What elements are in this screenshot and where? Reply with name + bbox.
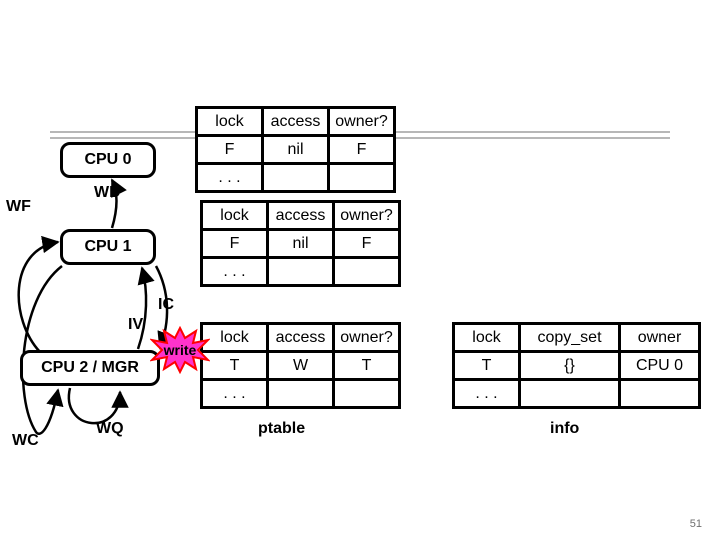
arrow-iv xyxy=(138,268,146,349)
it-c1: {} xyxy=(520,352,620,380)
ptable-cpu0: lock access owner? F nil F . . . xyxy=(195,106,396,193)
it-ellipsis: . . . xyxy=(454,380,520,408)
pt0-h2: owner? xyxy=(329,108,395,136)
pt1-c2: F xyxy=(334,230,400,258)
pt2-c2: T xyxy=(334,352,400,380)
cpu2-label: CPU 2 / MGR xyxy=(41,359,139,377)
pt2-h2: owner? xyxy=(334,324,400,352)
info-table: lock copy_set owner T {} CPU 0 . . . xyxy=(452,322,701,409)
label-iv: IV xyxy=(128,316,143,334)
pt0-c0: F xyxy=(197,136,263,164)
pt1-ellipsis: . . . xyxy=(202,258,268,286)
pt2-h0: lock xyxy=(202,324,268,352)
write-burst: write xyxy=(150,326,210,374)
label-wq: WQ xyxy=(96,420,124,438)
info-label: info xyxy=(550,420,579,438)
ptable-cpu2: lock access owner? T W T . . . xyxy=(200,322,401,409)
label-wf: WF xyxy=(6,198,31,216)
arrow-wf xyxy=(19,242,58,352)
cpu2-node: CPU 2 / MGR xyxy=(20,350,160,386)
it-h1: copy_set xyxy=(520,324,620,352)
pt0-c2: F xyxy=(329,136,395,164)
cpu0-node: CPU 0 xyxy=(60,142,156,178)
pt2-c0: T xyxy=(202,352,268,380)
cpu1-node: CPU 1 xyxy=(60,229,156,265)
it-c0: T xyxy=(454,352,520,380)
pt2-ellipsis: . . . xyxy=(202,380,268,408)
pt2-h1: access xyxy=(268,324,334,352)
it-h0: lock xyxy=(454,324,520,352)
it-h2: owner xyxy=(620,324,700,352)
ptable-cpu1: lock access owner? F nil F . . . xyxy=(200,200,401,287)
slide-number: 51 xyxy=(690,518,702,530)
it-c2: CPU 0 xyxy=(620,352,700,380)
pt0-c1: nil xyxy=(263,136,329,164)
pt1-c1: nil xyxy=(268,230,334,258)
write-burst-text: write xyxy=(150,326,210,374)
label-wc: WC xyxy=(12,432,39,450)
cpu0-label: CPU 0 xyxy=(84,151,131,169)
pt1-c0: F xyxy=(202,230,268,258)
pt2-c1: W xyxy=(268,352,334,380)
pt0-h0: lock xyxy=(197,108,263,136)
label-ic: IC xyxy=(158,296,174,314)
ptable-label: ptable xyxy=(258,420,305,438)
cpu1-label: CPU 1 xyxy=(84,238,131,256)
pt1-h0: lock xyxy=(202,202,268,230)
stage: lock access owner? F nil F . . . lock ac… xyxy=(0,0,720,540)
pt1-h1: access xyxy=(268,202,334,230)
pt0-ellipsis: . . . xyxy=(197,164,263,192)
arrow-wq xyxy=(69,388,120,423)
pt0-h1: access xyxy=(263,108,329,136)
pt1-h2: owner? xyxy=(334,202,400,230)
label-wd: WD xyxy=(94,184,121,202)
